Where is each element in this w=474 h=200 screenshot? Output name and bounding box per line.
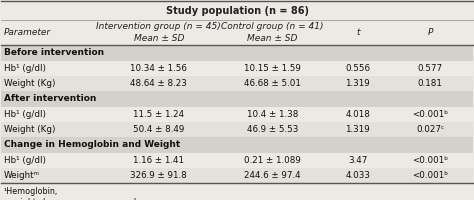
Text: Before intervention: Before intervention xyxy=(4,48,104,57)
Text: t: t xyxy=(356,28,360,37)
Text: P: P xyxy=(428,28,433,37)
Text: <0.001ᵇ: <0.001ᵇ xyxy=(412,156,448,165)
Text: 50.4 ± 8.49: 50.4 ± 8.49 xyxy=(133,125,184,134)
Bar xyxy=(1,61,473,76)
Text: Control group (n = 41)
Mean ± SD: Control group (n = 41) Mean ± SD xyxy=(221,22,324,43)
Bar xyxy=(1,168,473,183)
Text: <0.001ᵇ: <0.001ᵇ xyxy=(412,171,448,180)
Bar xyxy=(1,1,473,20)
Bar xyxy=(1,153,473,168)
Text: 46.68 ± 5.01: 46.68 ± 5.01 xyxy=(244,79,301,88)
Bar xyxy=(1,122,473,137)
Text: 3.47: 3.47 xyxy=(348,156,367,165)
Text: 0.181: 0.181 xyxy=(418,79,443,88)
Bar xyxy=(1,76,473,91)
Text: 46.9 ± 5.53: 46.9 ± 5.53 xyxy=(247,125,298,134)
Text: 1.16 ± 1.41: 1.16 ± 1.41 xyxy=(133,156,184,165)
Text: 326.9 ± 91.8: 326.9 ± 91.8 xyxy=(130,171,187,180)
Text: 244.6 ± 97.4: 244.6 ± 97.4 xyxy=(244,171,301,180)
Text: 10.15 ± 1.59: 10.15 ± 1.59 xyxy=(244,64,301,73)
Text: ¹Hemoglobin,: ¹Hemoglobin, xyxy=(4,187,58,196)
Text: Parameter: Parameter xyxy=(4,28,51,37)
Text: 0.556: 0.556 xyxy=(346,64,370,73)
Text: 1.319: 1.319 xyxy=(346,125,370,134)
Text: Weight (Kg): Weight (Kg) xyxy=(4,79,55,88)
Text: Study population (n = 86): Study population (n = 86) xyxy=(165,5,309,16)
Text: 0.577: 0.577 xyxy=(418,64,443,73)
Bar xyxy=(1,137,473,153)
Text: Weightᵐ: Weightᵐ xyxy=(4,171,40,180)
Text: 4.033: 4.033 xyxy=(346,171,370,180)
Text: 0.21 ± 1.089: 0.21 ± 1.089 xyxy=(244,156,301,165)
Text: 4.018: 4.018 xyxy=(346,110,370,119)
Text: Hb¹ (g/dl): Hb¹ (g/dl) xyxy=(4,110,46,119)
Text: 10.4 ± 1.38: 10.4 ± 1.38 xyxy=(247,110,298,119)
Bar xyxy=(1,107,473,122)
Bar xyxy=(1,20,473,45)
Text: After intervention: After intervention xyxy=(4,94,96,103)
Bar xyxy=(1,91,473,107)
Text: 10.34 ± 1.56: 10.34 ± 1.56 xyxy=(130,64,187,73)
Text: Change in Hemoglobin and Weight: Change in Hemoglobin and Weight xyxy=(4,140,180,149)
Text: 11.5 ± 1.24: 11.5 ± 1.24 xyxy=(133,110,184,119)
Text: Hb¹ (g/dl): Hb¹ (g/dl) xyxy=(4,156,46,165)
Text: ᵐweight change: grams per week: ᵐweight change: grams per week xyxy=(4,198,138,200)
Text: Intervention group (n = 45)
Mean ± SD: Intervention group (n = 45) Mean ± SD xyxy=(96,22,221,43)
Text: 48.64 ± 8.23: 48.64 ± 8.23 xyxy=(130,79,187,88)
Text: <0.001ᵇ: <0.001ᵇ xyxy=(412,110,448,119)
Text: 1.319: 1.319 xyxy=(346,79,370,88)
Text: Hb¹ (g/dl): Hb¹ (g/dl) xyxy=(4,64,46,73)
Bar xyxy=(1,45,473,61)
Text: 0.027ᶜ: 0.027ᶜ xyxy=(416,125,444,134)
Text: Weight (Kg): Weight (Kg) xyxy=(4,125,55,134)
